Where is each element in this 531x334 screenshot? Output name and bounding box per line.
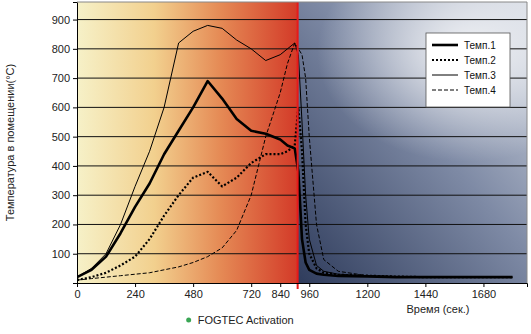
x-tick: 1440 (414, 283, 438, 300)
tick-mark (135, 283, 136, 287)
x-axis-title: Время (сек.) (407, 303, 470, 315)
tick-mark (73, 137, 77, 138)
tick-label: 300 (52, 189, 70, 201)
y-tick: 900 (52, 14, 77, 26)
x-tick: 480 (184, 283, 202, 300)
tick-mark (73, 20, 77, 21)
legend-label: Темп.2 (464, 55, 496, 66)
tick-label: 200 (52, 218, 70, 230)
tick-label: 1200 (356, 288, 380, 300)
tick-label: 240 (126, 288, 144, 300)
legend-swatch (432, 59, 458, 61)
legend-swatch (432, 44, 458, 47)
legend-box (426, 33, 510, 107)
tick-mark (483, 283, 484, 287)
tick-label: 480 (184, 288, 202, 300)
x-tick: 1680 (472, 283, 496, 300)
grid-line (77, 19, 527, 20)
y-tick: 200 (52, 218, 77, 230)
x-tick: 240 (126, 283, 144, 300)
x-tick: 1200 (356, 283, 380, 300)
tick-label: 720 (243, 288, 261, 300)
x-tick: 720 (243, 283, 261, 300)
tick-label: 1680 (472, 288, 496, 300)
y-tick: 600 (52, 101, 77, 113)
tick-label: 500 (52, 131, 70, 143)
tick-mark (251, 283, 252, 287)
tick-mark (193, 283, 194, 287)
tick-label: 960 (301, 288, 319, 300)
tick-mark (309, 283, 310, 287)
lines (77, 25, 512, 280)
y-tick: 100 (52, 248, 77, 260)
series-line (77, 81, 512, 277)
tick-label: 1440 (414, 288, 438, 300)
series-line (77, 107, 512, 280)
y-tick: 400 (52, 160, 77, 172)
tick-mark (73, 78, 77, 79)
x-tick: 840 (272, 283, 290, 300)
grid-line (77, 136, 527, 137)
y-axis: 100 200 300 400 500 600 700 800 900 (52, 3, 78, 284)
legend-label: Темп.4 (464, 85, 496, 96)
tick-mark (425, 283, 426, 287)
tick-mark (367, 283, 368, 287)
activation-line (297, 2, 299, 289)
tick-label: 900 (52, 14, 70, 26)
axis-line (73, 3, 78, 284)
tick-mark (73, 195, 77, 196)
tick-label: 400 (52, 160, 70, 172)
annotation-marker (186, 318, 191, 323)
tick-label: 840 (272, 288, 290, 300)
tick-mark (73, 224, 77, 225)
x-tick: 960 (301, 283, 319, 300)
legend-swatch (432, 75, 458, 76)
tick-label: 0 (74, 288, 80, 300)
tick-mark (73, 107, 77, 108)
background (77, 2, 527, 283)
legend-label: Темп.3 (464, 70, 496, 81)
tick-label: 800 (52, 43, 70, 55)
y-tick: 500 (52, 131, 77, 143)
legend: Темп.1 Темп.2 Темп.3 Темп.4 (426, 33, 510, 107)
tick-mark (73, 254, 77, 255)
annotation: FOGTEC Activation (198, 314, 294, 326)
chart: 100 200 300 400 500 600 700 800 900 0 240 480 720 840… (0, 0, 531, 334)
tick-mark (73, 166, 77, 167)
plot-frame (77, 2, 527, 283)
tick-label: 700 (52, 72, 70, 84)
tick-label: 100 (52, 248, 70, 260)
x-tick: 0 (74, 283, 80, 300)
legend-swatch (432, 90, 458, 91)
tick-mark (280, 283, 281, 287)
y-tick: 700 (52, 72, 77, 84)
tick-mark (77, 283, 78, 287)
legend-label: Темп.1 (464, 40, 496, 51)
tick-mark (73, 49, 77, 50)
tick-label: 600 (52, 101, 70, 113)
grid-line (77, 195, 527, 196)
y-tick: 800 (52, 43, 77, 55)
x-axis: 0 240 480 720 840 960 1200 1440 1680 (74, 283, 527, 300)
series-line (77, 25, 512, 277)
y-axis-title: Температура в помещении(°C) (4, 64, 16, 221)
fog-spray (317, 2, 527, 162)
axis-line (78, 284, 528, 288)
grid-line (77, 253, 527, 254)
y-tick: 300 (52, 189, 77, 201)
